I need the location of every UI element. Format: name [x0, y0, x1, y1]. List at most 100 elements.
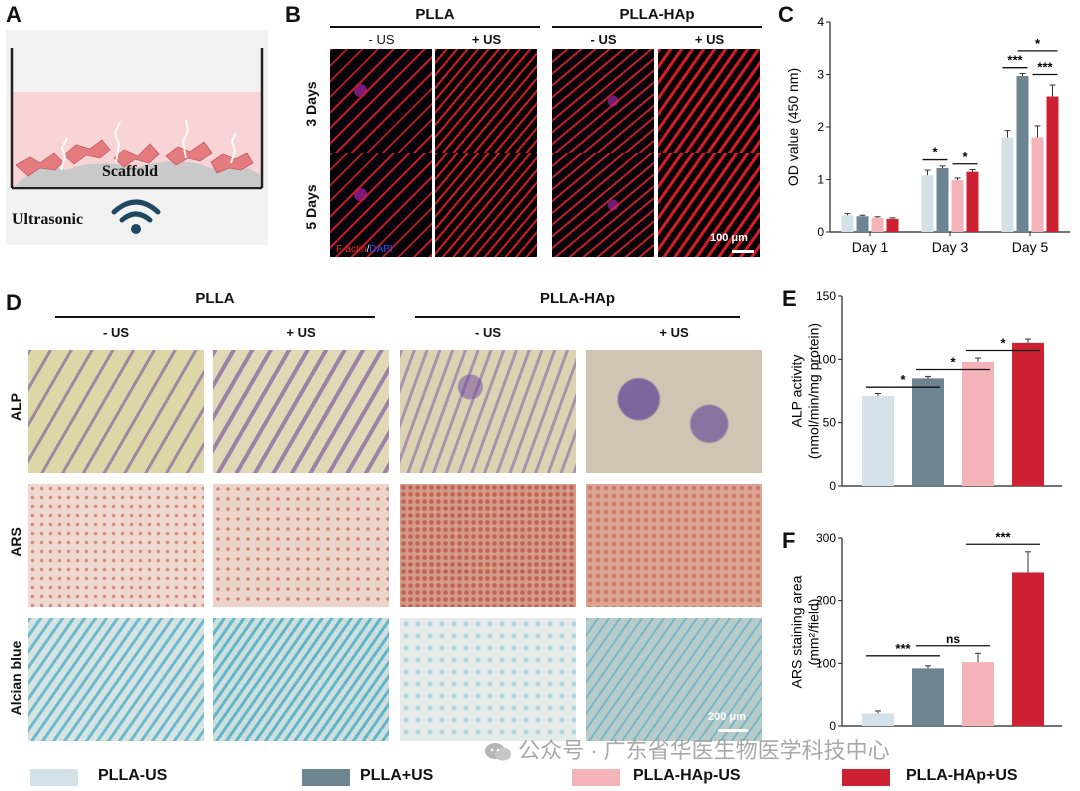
- fluorescence-image-5days-plla-minus-us: [330, 153, 432, 257]
- bar-plla+us: [912, 668, 944, 726]
- panel-b-row-3days: 3 Days: [303, 81, 319, 127]
- x-tick-label: Day 5: [1012, 239, 1049, 255]
- significance-label: *: [962, 149, 968, 164]
- significance-label: *: [900, 372, 906, 387]
- chart-f-ars: 0 100 200 300 ARS staining area(mm²/field) **…: [789, 529, 1062, 733]
- scaffold-diagram: Scaffold Ultrasonic: [6, 30, 268, 245]
- stain-image-alp-plla-minus-us: [28, 350, 204, 473]
- y-tick-label: 3: [817, 68, 824, 82]
- fluorescence-image-5days-plla-plus-us: [435, 153, 537, 257]
- bar-plla+us: [912, 378, 944, 486]
- panel-d-group-line-plla: [55, 316, 375, 318]
- significance-label: *: [1000, 335, 1006, 350]
- panel-b-scale-bar-label: 100 μm: [710, 232, 748, 244]
- panel-b-label: B: [285, 2, 301, 27]
- stain-factin: F-actin: [336, 244, 367, 255]
- fluorescence-image-3days-plla-plus-us: [435, 49, 537, 153]
- bar-day-1-2: [871, 217, 884, 232]
- legend-swatch-0: [30, 769, 78, 786]
- scaffold-label: Scaffold: [102, 163, 158, 180]
- panel-d-group-line-plla-hap: [415, 316, 740, 318]
- panel-b-group-line-plla: [330, 26, 540, 28]
- bar-day-3-1: [936, 167, 949, 232]
- panel-d-scale-bar-label: 200 μm: [708, 711, 746, 723]
- wechat-icon: [484, 742, 512, 762]
- panel-d-group-plla: PLLA: [195, 290, 235, 307]
- x-tick-label: Day 3: [932, 239, 969, 255]
- bar-day-3-2: [951, 180, 964, 232]
- panel-a-label: A: [6, 2, 22, 27]
- y-axis-label: ARS staining area(mm²/field): [789, 575, 822, 688]
- stain-image-alp-plla-plus-us: [213, 350, 389, 473]
- panel-b-scale-bar: [732, 250, 754, 253]
- stain-image-ars-hap-minus-us: [400, 484, 576, 607]
- bar-day-3-0: [921, 175, 934, 232]
- culture-well-illustration: Scaffold Ultrasonic: [10, 48, 264, 234]
- bar-day-5-2: [1031, 137, 1044, 232]
- y-tick-label: 1: [817, 173, 824, 187]
- panel-b-group-plla: PLLA: [415, 6, 455, 23]
- legend-swatch-1: [302, 769, 350, 786]
- panel-d-cond-1: - US: [103, 325, 129, 340]
- panel-f-label: F: [782, 528, 796, 553]
- y-tick-label: 100: [816, 656, 836, 670]
- panel-d-row-alcian: Alcian blue: [8, 640, 24, 716]
- y-tick-label: 300: [816, 531, 836, 545]
- panel-b-cond-1: - US: [368, 32, 395, 47]
- stain-image-alcian-hap-plus-us: [586, 618, 762, 741]
- watermark-text: 公众号 · 广东省华医生物医学科技中心: [518, 738, 890, 763]
- panel-d-cond-3: - US: [475, 325, 501, 340]
- y-tick-label: 0: [829, 719, 836, 733]
- panel-c-label: C: [778, 2, 794, 27]
- y-tick-label: 0: [829, 479, 836, 493]
- bar-day-1-1: [856, 216, 869, 232]
- panel-b-row-5days: 5 Days: [303, 184, 319, 230]
- wifi-icon: [111, 199, 161, 234]
- stain-image-ars-plla-plus-us: [213, 484, 389, 607]
- chart-e-alp: 0 50 100 150 ALP activity(nmol/min/mg protei…: [789, 289, 1062, 493]
- bar-plla-hap+us: [1012, 572, 1044, 726]
- legend-label-1: PLLA+US: [360, 767, 434, 784]
- significance-label: ***: [1007, 53, 1023, 68]
- y-tick-label: 0: [817, 225, 824, 239]
- bar-day-1-0: [841, 215, 854, 232]
- bar-plla-us: [862, 396, 894, 486]
- stain-image-alcian-plla-minus-us: [28, 618, 204, 741]
- bar-day-5-1: [1016, 76, 1029, 232]
- stain-image-alcian-plla-plus-us: [213, 618, 389, 741]
- x-tick-label: Day 1: [852, 239, 889, 255]
- y-tick-label: 150: [816, 289, 836, 303]
- legend-label-0: PLLA-US: [98, 767, 168, 784]
- bar-plla-hap+us: [1012, 342, 1044, 486]
- stain-image-alcian-hap-minus-us: [400, 618, 576, 741]
- fluorescence-image-3days-plla-minus-us: [330, 49, 432, 153]
- fluorescence-stain-caption: F-actin/DAPI: [336, 244, 393, 255]
- significance-label: *: [950, 354, 956, 369]
- panel-b-cond-2: + US: [471, 32, 502, 47]
- significance-label: ***: [1037, 60, 1053, 75]
- panel-b-group-line-plla-hap: [552, 26, 762, 28]
- panel-d-cond-4: + US: [659, 325, 689, 340]
- ultrasonic-label: Ultrasonic: [12, 211, 83, 228]
- bar-day-1-3: [886, 218, 899, 232]
- panel-e-label: E: [782, 286, 797, 311]
- significance-label: ns: [946, 632, 960, 646]
- fluorescence-image-5days-hap-minus-us: [552, 153, 654, 257]
- y-axis-label: ALP activity(nmol/min/mg protein): [789, 323, 822, 459]
- panel-d-group-plla-hap: PLLA-HAp: [540, 290, 615, 307]
- stain-dapi: DAPI: [369, 244, 393, 255]
- significance-label: *: [932, 145, 938, 160]
- significance-label: ***: [995, 529, 1011, 544]
- panel-b-group-plla-hap: PLLA-HAp: [619, 6, 695, 23]
- panel-b-cond-3: - US: [590, 32, 617, 47]
- stain-image-alp-hap-minus-us: [400, 350, 576, 473]
- panel-b-cond-4: + US: [694, 32, 725, 47]
- panel-d-label: D: [6, 290, 22, 315]
- significance-label: *: [1035, 36, 1041, 51]
- stain-image-ars-hap-plus-us: [586, 484, 762, 607]
- y-tick-label: 200: [816, 594, 836, 608]
- y-tick-label: 50: [823, 416, 837, 430]
- legend-label-3: PLLA-HAp+US: [906, 767, 1018, 784]
- legend-swatch-3: [842, 769, 890, 786]
